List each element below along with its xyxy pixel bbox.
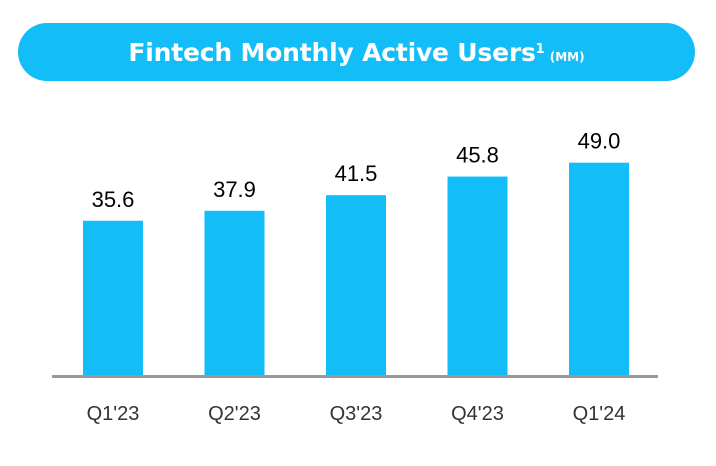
data-label-4: 49.0 — [578, 129, 621, 154]
chart-title-banner: Fintech Monthly Active Users 1 (MM) — [18, 23, 695, 81]
bar-0 — [83, 220, 143, 375]
data-label-1: 37.9 — [213, 177, 256, 202]
labels-group: 35.6 Q1'23 37.9 Q2'23 41.5 Q3'23 45.8 Q4'23 49.0… — [87, 129, 626, 425]
chart-title-footnote-marker: 1 — [535, 41, 545, 57]
x-tick-label-0: Q1'23 — [87, 403, 140, 425]
bar-4 — [569, 162, 629, 375]
bar-1 — [204, 210, 265, 375]
x-tick-label-3: Q4'23 — [451, 403, 504, 425]
chart-title: Fintech Monthly Active Users — [128, 37, 536, 67]
data-label-0: 35.6 — [92, 187, 135, 212]
data-label-3: 45.8 — [456, 143, 499, 168]
data-label-2: 41.5 — [335, 161, 378, 186]
x-tick-label-4: Q1'24 — [573, 403, 626, 425]
bar-2 — [326, 195, 386, 375]
chart-title-unit: (MM) — [549, 50, 585, 64]
bar-3 — [447, 176, 508, 375]
x-tick-label-2: Q3'23 — [330, 403, 383, 425]
bars-group — [83, 162, 629, 375]
x-tick-label-1: Q2'23 — [208, 403, 261, 425]
